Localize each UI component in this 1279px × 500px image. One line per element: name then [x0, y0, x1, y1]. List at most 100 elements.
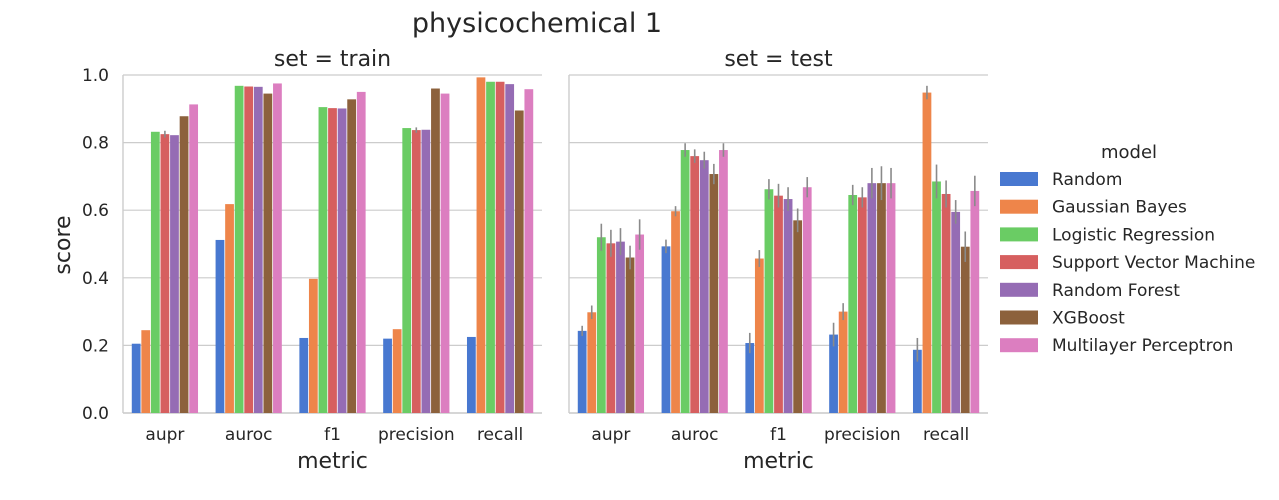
panel-test: aupr auroc f1 precision recall set = test metr…: [568, 47, 988, 474]
x-tick-label: aupr: [591, 425, 630, 445]
bar: [328, 108, 337, 414]
legend: model Random Gaussian Bayes Logistic Regre…: [1000, 142, 1255, 356]
bar: [970, 190, 980, 413]
bar: [486, 81, 495, 413]
bar: [764, 189, 774, 413]
bar: [690, 156, 700, 413]
legend-swatch: [1000, 199, 1038, 214]
bar: [671, 211, 680, 413]
x-axis-label: metric: [297, 449, 368, 474]
legend-label: Random Forest: [1052, 281, 1180, 301]
bar: [179, 116, 189, 414]
x-tick-label: precision: [824, 425, 901, 445]
bar: [635, 234, 645, 413]
bar: [596, 237, 606, 413]
legend-title: model: [1101, 142, 1157, 163]
bar: [356, 91, 366, 414]
bar: [886, 183, 896, 413]
legend-swatch: [1000, 310, 1038, 325]
bar: [680, 150, 690, 413]
bar: [793, 220, 803, 413]
legend-label: Multilayer Perceptron: [1052, 336, 1233, 356]
y-tick-label: 0.4: [82, 269, 109, 289]
bar: [606, 243, 616, 413]
bar: [867, 183, 877, 413]
x-tick-label: recall: [923, 425, 969, 445]
bar: [616, 241, 625, 413]
bar: [495, 81, 505, 413]
bar: [848, 194, 858, 413]
bar: [625, 257, 635, 413]
bar: [383, 338, 392, 413]
x-tick-label: auroc: [225, 425, 273, 445]
bar: [150, 131, 160, 413]
bar: [160, 134, 170, 413]
legend-label: Gaussian Bayes: [1052, 198, 1187, 218]
x-tick-label: f1: [324, 425, 341, 445]
x-tick-label: auroc: [671, 425, 719, 445]
bar: [505, 84, 515, 413]
bar: [431, 88, 440, 414]
bar: [337, 108, 347, 413]
y-tick-label: 1.0: [82, 66, 109, 86]
bar: [838, 311, 848, 413]
x-tick-label: aupr: [145, 425, 184, 445]
bar: [754, 258, 764, 413]
bar: [273, 83, 282, 413]
bar: [299, 337, 309, 413]
bar: [411, 130, 421, 413]
bar: [263, 93, 273, 413]
legend-label: Logistic Regression: [1052, 225, 1215, 245]
y-axis-label: score: [51, 215, 76, 274]
bar: [709, 174, 719, 413]
y-tick-label: 0.6: [82, 201, 109, 221]
panel-train: 0.0 0.2 0.4 0.6 0.8 1.0 aupr auroc f1 precision re…: [82, 47, 542, 474]
bar: [877, 183, 886, 413]
bar: [318, 107, 328, 414]
y-tick-label: 0.0: [82, 404, 109, 424]
bar: [225, 204, 234, 413]
bar: [922, 92, 932, 414]
legend-swatch: [1000, 227, 1038, 242]
bar: [234, 85, 244, 413]
panel-title: set = train: [274, 47, 391, 72]
bar: [514, 110, 524, 414]
bar: [932, 181, 941, 413]
bar: [476, 77, 486, 413]
legend-label: XGBoost: [1052, 309, 1125, 329]
bar: [745, 343, 755, 413]
bar: [829, 334, 838, 413]
x-axis-label: metric: [743, 449, 814, 474]
x-tick-label: recall: [477, 425, 523, 445]
bar: [719, 150, 728, 413]
bar: [347, 99, 357, 413]
bar: [577, 330, 587, 413]
bar: [524, 89, 534, 414]
bar: [699, 160, 709, 413]
bar: [466, 336, 476, 413]
legend-label: Random: [1052, 170, 1122, 190]
bar: [857, 197, 867, 413]
bar: [951, 211, 961, 413]
bar: [131, 343, 141, 413]
bar: [141, 330, 151, 413]
bar: [392, 329, 402, 413]
bar: [170, 135, 179, 413]
bar: [402, 128, 412, 414]
legend-swatch: [1000, 172, 1038, 186]
y-tick-label: 0.8: [82, 134, 109, 154]
bar: [802, 187, 812, 413]
bar: [912, 349, 922, 413]
bar: [421, 129, 431, 414]
bar: [587, 312, 597, 413]
bar: [774, 195, 783, 413]
legend-label: Support Vector Machine: [1052, 253, 1255, 273]
bar: [244, 86, 254, 413]
bar: [189, 104, 199, 413]
legend-swatch: [1000, 255, 1038, 270]
y-tick-label: 0.2: [82, 336, 109, 356]
bar: [661, 246, 671, 413]
bar: [783, 199, 793, 413]
bar: [941, 193, 951, 413]
x-tick-label: f1: [770, 425, 787, 445]
